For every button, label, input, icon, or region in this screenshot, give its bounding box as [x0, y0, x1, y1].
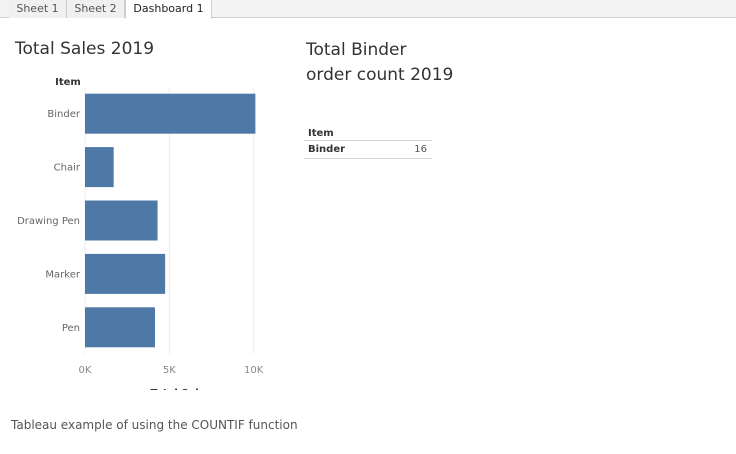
sales-chart-title: Total Sales 2019 [15, 39, 155, 59]
tab-sheet-1[interactable]: Sheet 1 [9, 0, 67, 18]
bar[interactable] [85, 93, 256, 134]
table-cell-item: Binder [308, 144, 346, 155]
binder-count-title: Total Binder order count 2019 [306, 40, 454, 85]
category-label: Marker [45, 269, 80, 280]
x-axis-title: Total Sales [151, 388, 212, 390]
dashboard-caption: Tableau example of using the COUNTIF fun… [11, 418, 298, 432]
category-label: Binder [47, 109, 80, 120]
category-label: Chair [54, 163, 81, 174]
table-column-header: Item [304, 126, 432, 141]
tab-sheet-2[interactable]: Sheet 2 [67, 0, 125, 18]
sales-bar-chart: Item Binder Chair Drawing Pen Marker Pen 0K 5K 1… [17, 77, 264, 390]
tab-dashboard-1[interactable]: Dashboard 1 [125, 0, 212, 19]
bar[interactable] [85, 307, 156, 348]
category-label: Drawing Pen [17, 216, 80, 227]
bar[interactable] [85, 147, 114, 188]
category-axis-header: Item [55, 77, 81, 88]
category-label: Pen [62, 323, 80, 334]
table-cell-count: 16 [414, 144, 427, 155]
tick-label: 0K [79, 365, 92, 376]
bar[interactable] [85, 253, 166, 294]
table-row[interactable]: Binder 16 [304, 141, 432, 159]
binder-count-table: Item Binder 16 [304, 126, 432, 159]
tick-label: 5K [163, 365, 176, 376]
sheet-tab-bar: Sheet 1 Sheet 2 Dashboard 1 [0, 0, 736, 19]
tick-label: 10K [244, 365, 264, 376]
bar[interactable] [85, 200, 158, 241]
